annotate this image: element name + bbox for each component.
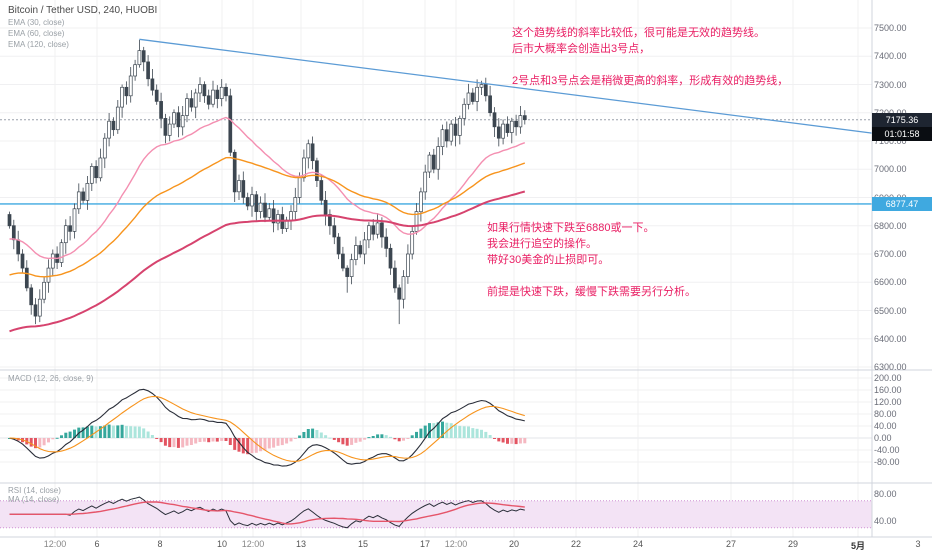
time-label: 15 [357, 539, 368, 549]
price-label: 7300.00 [874, 79, 907, 90]
price-label: 6700.00 [874, 249, 907, 259]
rsi-axis-label: 80.00 [874, 489, 897, 499]
ema30-legend[interactable]: EMA (30, close) [8, 18, 65, 27]
ema-30-line[interactable] [9, 116, 526, 260]
ema120-legend[interactable]: EMA (120, close) [8, 40, 69, 49]
time-label: 22 [570, 539, 581, 549]
price-label: 6500.00 [874, 305, 907, 316]
macd-axis-label: 80.00 [874, 409, 897, 419]
time-label: 17 [419, 539, 430, 549]
time-label: 6 [94, 539, 100, 549]
time-label: 12:00 [241, 539, 265, 549]
macd-legend[interactable]: MACD (12, 26, close, 9) [8, 374, 94, 383]
ema60-legend[interactable]: EMA (60, close) [8, 29, 65, 38]
rsi-line[interactable] [9, 496, 525, 529]
rsi-ma-legend[interactable]: MA (14, close) [8, 495, 60, 504]
ema-120-line[interactable] [9, 190, 526, 333]
level-price-badge: 6877.47 [872, 197, 932, 211]
macd-axis-label: 40.00 [874, 421, 897, 431]
price-label: 7400.00 [874, 51, 907, 62]
bar-countdown-badge: 01:01:58 [872, 127, 932, 141]
candlestick-series[interactable] [7, 39, 527, 325]
rsi-axis-label: 40.00 [874, 516, 897, 526]
ema-60-line[interactable] [9, 156, 526, 278]
price-label: 6800.00 [874, 220, 907, 231]
time-label: 24 [632, 539, 643, 549]
time-label: 13 [295, 539, 306, 549]
macd-line[interactable] [9, 388, 525, 467]
macd-axis-label: 120.00 [874, 397, 902, 407]
annotation-trendline-note: 这个趋势线的斜率比较低，很可能是无效的趋势线。 后市大概率会创造出3号点， 2号… [512, 27, 789, 87]
annotation-short-plan-note: 如果行情快速下跌至6880或一下。 我会进行追空的操作。 带好30美金的止损即可… [487, 222, 696, 298]
price-label: 7500.00 [874, 23, 907, 33]
price-label: 7100.00 [874, 136, 907, 146]
time-label: 29 [787, 539, 798, 549]
macd-axis-label: 0.00 [874, 433, 892, 443]
rsi-ma-line[interactable] [9, 501, 525, 525]
time-label: 5月 [850, 541, 865, 550]
last-price-badge: 7175.36 [872, 113, 932, 127]
time-label: 20 [508, 539, 519, 549]
rsi-legend[interactable]: RSI (14, close) [8, 486, 61, 495]
price-label: 6400.00 [874, 333, 907, 344]
time-label: 8 [157, 539, 163, 549]
descending-trendline[interactable] [139, 38, 873, 134]
price-label: 6600.00 [874, 277, 907, 288]
price-label: 7200.00 [874, 108, 928, 118]
macd-axis-label: -40.00 [874, 445, 900, 455]
price-label: 6300.00 [874, 362, 907, 372]
macd-axis-label: 200.00 [874, 373, 902, 383]
time-label: 27 [725, 539, 736, 549]
time-label: 3 [915, 539, 921, 549]
symbol-title[interactable]: Bitcoin / Tether USD, 240, HUOBI [8, 5, 158, 16]
time-label: 12:00 [444, 539, 468, 549]
macd-axis-label: 160.00 [874, 385, 902, 395]
price-label: 7000.00 [874, 164, 907, 175]
macd-signal-line[interactable] [9, 395, 525, 462]
time-label: 12:00 [43, 539, 67, 549]
time-label: 10 [216, 539, 227, 549]
macd-histogram[interactable] [8, 421, 527, 455]
symbol-legend: Bitcoin / Tether USD, 240, HUOBI EMA (30… [8, 5, 157, 49]
macd-axis-label: -80.00 [874, 457, 900, 467]
